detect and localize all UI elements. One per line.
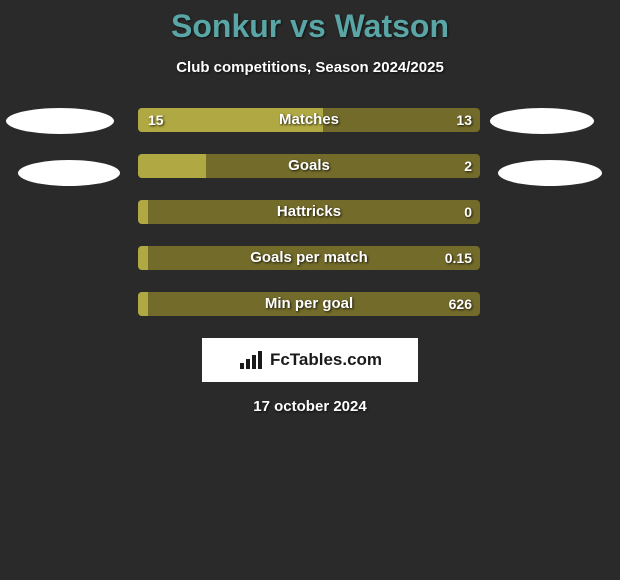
stat-label: Goals xyxy=(138,154,480,178)
stat-row: Min per goal626 xyxy=(0,292,620,316)
stat-label: Goals per match xyxy=(138,246,480,270)
stat-value-right: 0.15 xyxy=(445,246,472,270)
date-text: 17 october 2024 xyxy=(0,398,620,415)
comparison-chart: Matches15 13 Goals2 Hattricks0 Goals per mat… xyxy=(0,108,620,316)
stat-label: Hattricks xyxy=(138,200,480,224)
stat-value-right: 2 xyxy=(464,154,472,178)
stat-value-right: 0 xyxy=(464,200,472,224)
stat-value-left: 15 xyxy=(148,108,164,132)
player-marker xyxy=(6,108,114,134)
subtitle: Club competitions, Season 2024/2025 xyxy=(0,59,620,76)
stat-label: Matches xyxy=(138,108,480,132)
infographic-container: Sonkur vs Watson Club competitions, Seas… xyxy=(0,0,620,415)
stat-value-right: 13 xyxy=(456,108,472,132)
stat-value-right: 626 xyxy=(449,292,472,316)
source-badge: FcTables.com xyxy=(202,338,418,382)
player-marker xyxy=(498,160,602,186)
stat-row: Goals per match0.15 xyxy=(0,246,620,270)
bars-icon xyxy=(238,349,264,371)
player-marker xyxy=(490,108,594,134)
player-marker xyxy=(18,160,120,186)
stat-label: Min per goal xyxy=(138,292,480,316)
badge-text: FcTables.com xyxy=(270,350,382,370)
stat-row: Hattricks0 xyxy=(0,200,620,224)
page-title: Sonkur vs Watson xyxy=(0,8,620,45)
